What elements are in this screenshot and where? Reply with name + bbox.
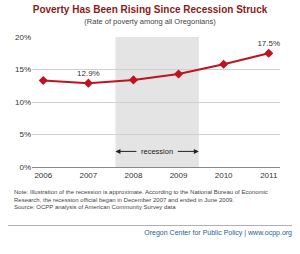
svg-text:2011: 2011 bbox=[260, 171, 278, 180]
svg-text:2009: 2009 bbox=[170, 171, 188, 180]
html-text:Oregon Center for Public Polic: Oregon Center for Public Policy | www.oc… bbox=[144, 229, 292, 236]
html-text:Note: Illustration of the rece: Note: Illustration of the recession is a… bbox=[14, 189, 268, 203]
svg-text:15%: 15% bbox=[15, 65, 31, 74]
svg-text:2010: 2010 bbox=[215, 171, 233, 180]
html-text:Poverty Has Been Rising Since: Poverty Has Been Rising Since Recession … bbox=[32, 4, 268, 15]
svg-text:10%: 10% bbox=[15, 98, 31, 107]
svg-text:5%: 5% bbox=[19, 130, 31, 139]
svg-text:17.5%: 17.5% bbox=[257, 39, 280, 48]
html-text:(Rate of poverty among all Ore: (Rate of poverty among all Oregonians) bbox=[84, 17, 216, 26]
svg-text:2007: 2007 bbox=[79, 171, 97, 180]
svg-text:12.9%: 12.9% bbox=[77, 69, 100, 78]
svg-text:0%: 0% bbox=[19, 163, 31, 172]
svg-text:2008: 2008 bbox=[125, 171, 143, 180]
svg-text:recession: recession bbox=[141, 147, 173, 156]
svg-text:20%: 20% bbox=[15, 33, 31, 42]
svg-text:2006: 2006 bbox=[34, 171, 52, 180]
html-text:Source: OCPP analysis of Ameri: Source: OCPP analysis of American Commun… bbox=[14, 204, 176, 210]
